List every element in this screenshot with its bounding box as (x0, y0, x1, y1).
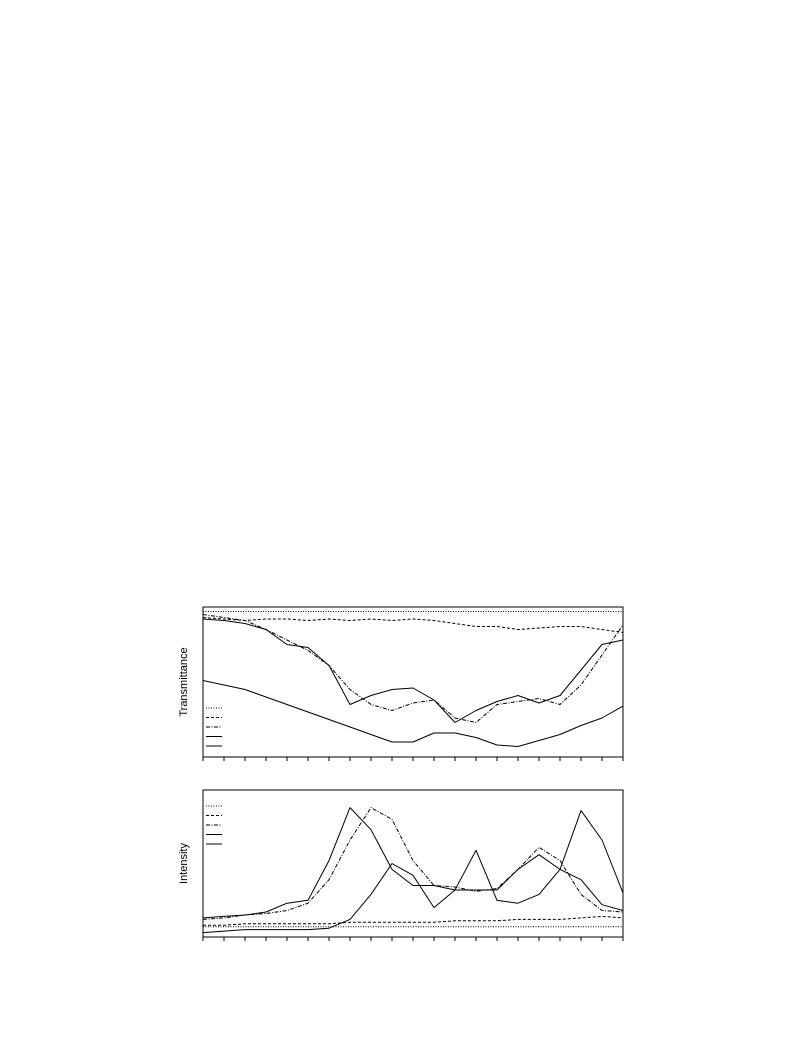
series-line (203, 617, 623, 633)
series-line (203, 810, 623, 934)
plot-frame (202, 789, 624, 938)
series-line (203, 915, 623, 926)
series-line (203, 680, 623, 747)
series-line (203, 614, 623, 723)
series-line (203, 807, 623, 919)
y-axis-label: Intensity (178, 843, 190, 884)
series-line (203, 807, 623, 920)
series-line (203, 618, 623, 723)
y-axis-label: Transmittance (178, 647, 190, 716)
